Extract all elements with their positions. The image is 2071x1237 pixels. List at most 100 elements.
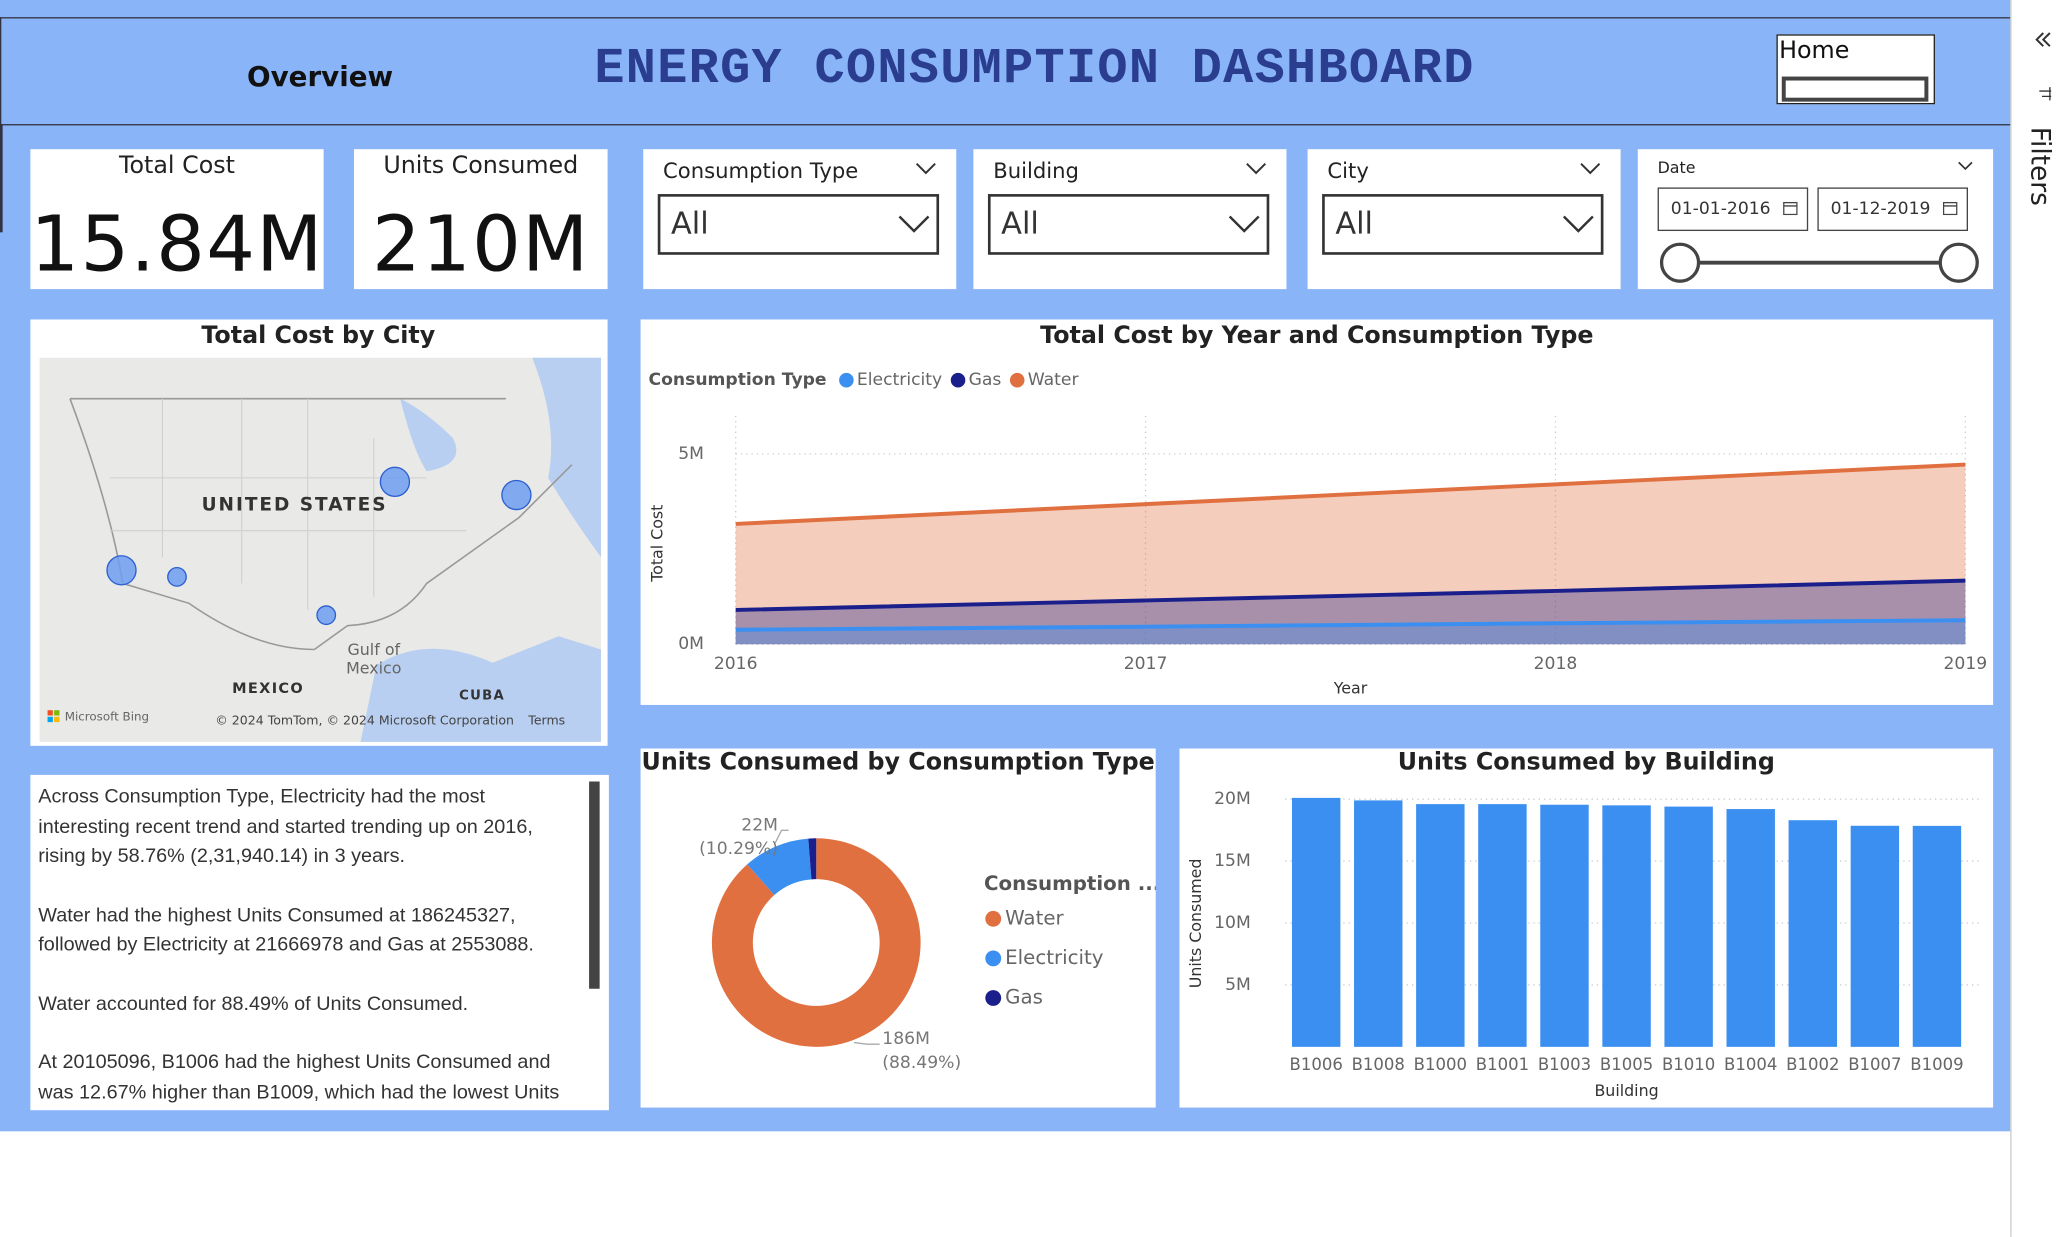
date-input[interactable]: 01-12-2019 bbox=[1817, 187, 1968, 232]
map-label: Gulf of Mexico bbox=[346, 640, 402, 678]
narrative-paragraph: At 20105096, B1006 had the highest Units… bbox=[38, 1050, 560, 1103]
x-tick-label: B1010 bbox=[1662, 1055, 1715, 1074]
legend-marker bbox=[1009, 372, 1025, 388]
chevron bbox=[1246, 162, 1267, 175]
scrollbar[interactable] bbox=[589, 781, 600, 989]
slicer-label: Date bbox=[1657, 158, 1696, 177]
date-slicer[interactable]: Date 01-01-2016 01-12-2019 bbox=[1637, 149, 1994, 290]
x-tick-label: 2019 bbox=[1944, 654, 1988, 674]
kpi-label: Units Consumed bbox=[383, 151, 579, 180]
y-tick-label: 5M bbox=[678, 444, 704, 464]
map-brand: Microsoft Bing bbox=[65, 709, 149, 723]
x-tick-label: 2018 bbox=[1534, 654, 1578, 674]
city-bubble[interactable] bbox=[501, 479, 532, 511]
dropdown[interactable]: All bbox=[657, 194, 940, 255]
city-bubble[interactable] bbox=[316, 605, 337, 626]
x-tick-label: B1009 bbox=[1910, 1055, 1963, 1074]
x-tick-label: B1007 bbox=[1848, 1055, 1901, 1074]
bar bbox=[1540, 804, 1589, 1047]
map-water bbox=[532, 357, 601, 558]
x-tick-label: B1000 bbox=[1414, 1055, 1467, 1074]
x-tick-label: B1003 bbox=[1538, 1055, 1591, 1074]
x-tick-label: B1006 bbox=[1290, 1055, 1343, 1074]
legend-title: Consumption Type bbox=[649, 370, 827, 390]
donut-slice bbox=[747, 838, 812, 896]
narrative-paragraph: Across Consumption Type, Electricity had… bbox=[38, 785, 533, 868]
kpi-card: Total Cost 15.84M bbox=[30, 149, 324, 290]
kpi-card: Units Consumed 210M bbox=[353, 149, 608, 290]
y-tick-label: 20M bbox=[1214, 789, 1251, 809]
chart-title: Units Consumed by Building bbox=[1398, 748, 1775, 775]
slicer[interactable]: Consumption Type All bbox=[643, 149, 957, 290]
map-terms[interactable]: Terms bbox=[527, 712, 565, 727]
map-title: Total Cost by City bbox=[201, 321, 435, 349]
x-tick-label: B1002 bbox=[1786, 1055, 1839, 1074]
dropdown[interactable]: All bbox=[1322, 194, 1604, 255]
home-button[interactable]: Home bbox=[1776, 34, 1935, 105]
map-label: UNITED STATES bbox=[202, 495, 388, 516]
date-range-slider[interactable] bbox=[1658, 242, 1982, 284]
kpi-value: 15.84M bbox=[30, 199, 324, 290]
map-border bbox=[69, 397, 573, 651]
donut-chart-card: Units Consumed by Consumption Type Consum… bbox=[640, 748, 1160, 1108]
dropdown[interactable]: All bbox=[987, 194, 1270, 255]
slicer-value: All bbox=[670, 207, 709, 242]
bar bbox=[1850, 825, 1900, 1047]
dashboard-title: ENERGY CONSUMPTION DASHBOARD bbox=[594, 40, 1475, 98]
slicer-label: Consumption Type bbox=[663, 158, 859, 184]
legend-marker bbox=[950, 372, 966, 388]
chevron bbox=[898, 215, 930, 233]
bar-chart-card: Units Consumed by Building 5M 10M 15M 20M B10… bbox=[1179, 748, 1994, 1108]
legend-marker bbox=[985, 910, 1002, 927]
map-lake bbox=[400, 398, 457, 472]
city-bubble[interactable] bbox=[106, 555, 137, 586]
slicer-label: Building bbox=[993, 158, 1079, 184]
home-label: Home bbox=[1779, 36, 1850, 65]
bar bbox=[1354, 800, 1403, 1047]
pane-icons[interactable] bbox=[2031, 26, 2057, 110]
bar bbox=[1788, 820, 1838, 1047]
bar bbox=[1602, 805, 1651, 1047]
date-end: 01-12-2019 bbox=[1830, 199, 1931, 220]
x-tick-label: B1001 bbox=[1476, 1055, 1529, 1074]
map-svg: Total Cost by City UNITED STATES Gulf of… bbox=[39, 321, 601, 742]
x-tick-label: B1008 bbox=[1352, 1055, 1405, 1074]
x-axis-title: Year bbox=[1333, 679, 1368, 698]
line bbox=[735, 618, 1966, 632]
nav-label[interactable]: Overview bbox=[246, 60, 394, 93]
y-tick-label: 15M bbox=[1214, 851, 1251, 871]
city-bubble[interactable] bbox=[379, 466, 411, 498]
leader-line bbox=[854, 1041, 880, 1045]
area-chart-card: Total Cost by Year and Consumption Type C… bbox=[640, 319, 1994, 705]
x-tick-label: 2017 bbox=[1124, 654, 1168, 674]
x-tick-label: B1005 bbox=[1600, 1055, 1653, 1074]
line bbox=[735, 578, 1966, 612]
legend-marker bbox=[839, 372, 854, 388]
bar bbox=[1416, 804, 1465, 1047]
map-label-box: Gulf of Mexico bbox=[346, 640, 402, 678]
x-tick-label: 2016 bbox=[714, 654, 758, 674]
y-axis-title: Total Cost bbox=[647, 505, 666, 583]
chevron bbox=[1228, 215, 1260, 233]
area-chart: Total Cost by Year and Consumption Type C… bbox=[647, 321, 1988, 698]
calendar-icon bbox=[1783, 201, 1798, 216]
city-bubble[interactable] bbox=[167, 566, 187, 587]
donut-slice bbox=[711, 838, 921, 1047]
x-tick-label: B1004 bbox=[1724, 1055, 1777, 1074]
narrative-text: Across Consumption Type, Electricity had… bbox=[38, 783, 580, 1110]
chevron bbox=[1562, 215, 1594, 233]
chart-title: Units Consumed by Consumption Type bbox=[642, 748, 1155, 775]
narrative-paragraph: Water accounted for 88.49% of Units Cons… bbox=[38, 992, 469, 1015]
filters-label[interactable]: Filters bbox=[2024, 126, 2057, 206]
date-input[interactable]: 01-01-2016 bbox=[1657, 187, 1809, 232]
bar-chart: Units Consumed by Building 5M 10M 15M 20M B10… bbox=[1186, 748, 1982, 1100]
slicer[interactable]: City All bbox=[1307, 149, 1621, 290]
kpi-label: Total Cost bbox=[119, 151, 235, 180]
date-start: 01-01-2016 bbox=[1670, 199, 1771, 220]
slicer-value: All bbox=[1001, 207, 1039, 242]
slicer[interactable]: Building All bbox=[973, 149, 1287, 290]
legend-label: Gas bbox=[1005, 985, 1043, 1008]
x-axis-title: Building bbox=[1594, 1081, 1658, 1100]
